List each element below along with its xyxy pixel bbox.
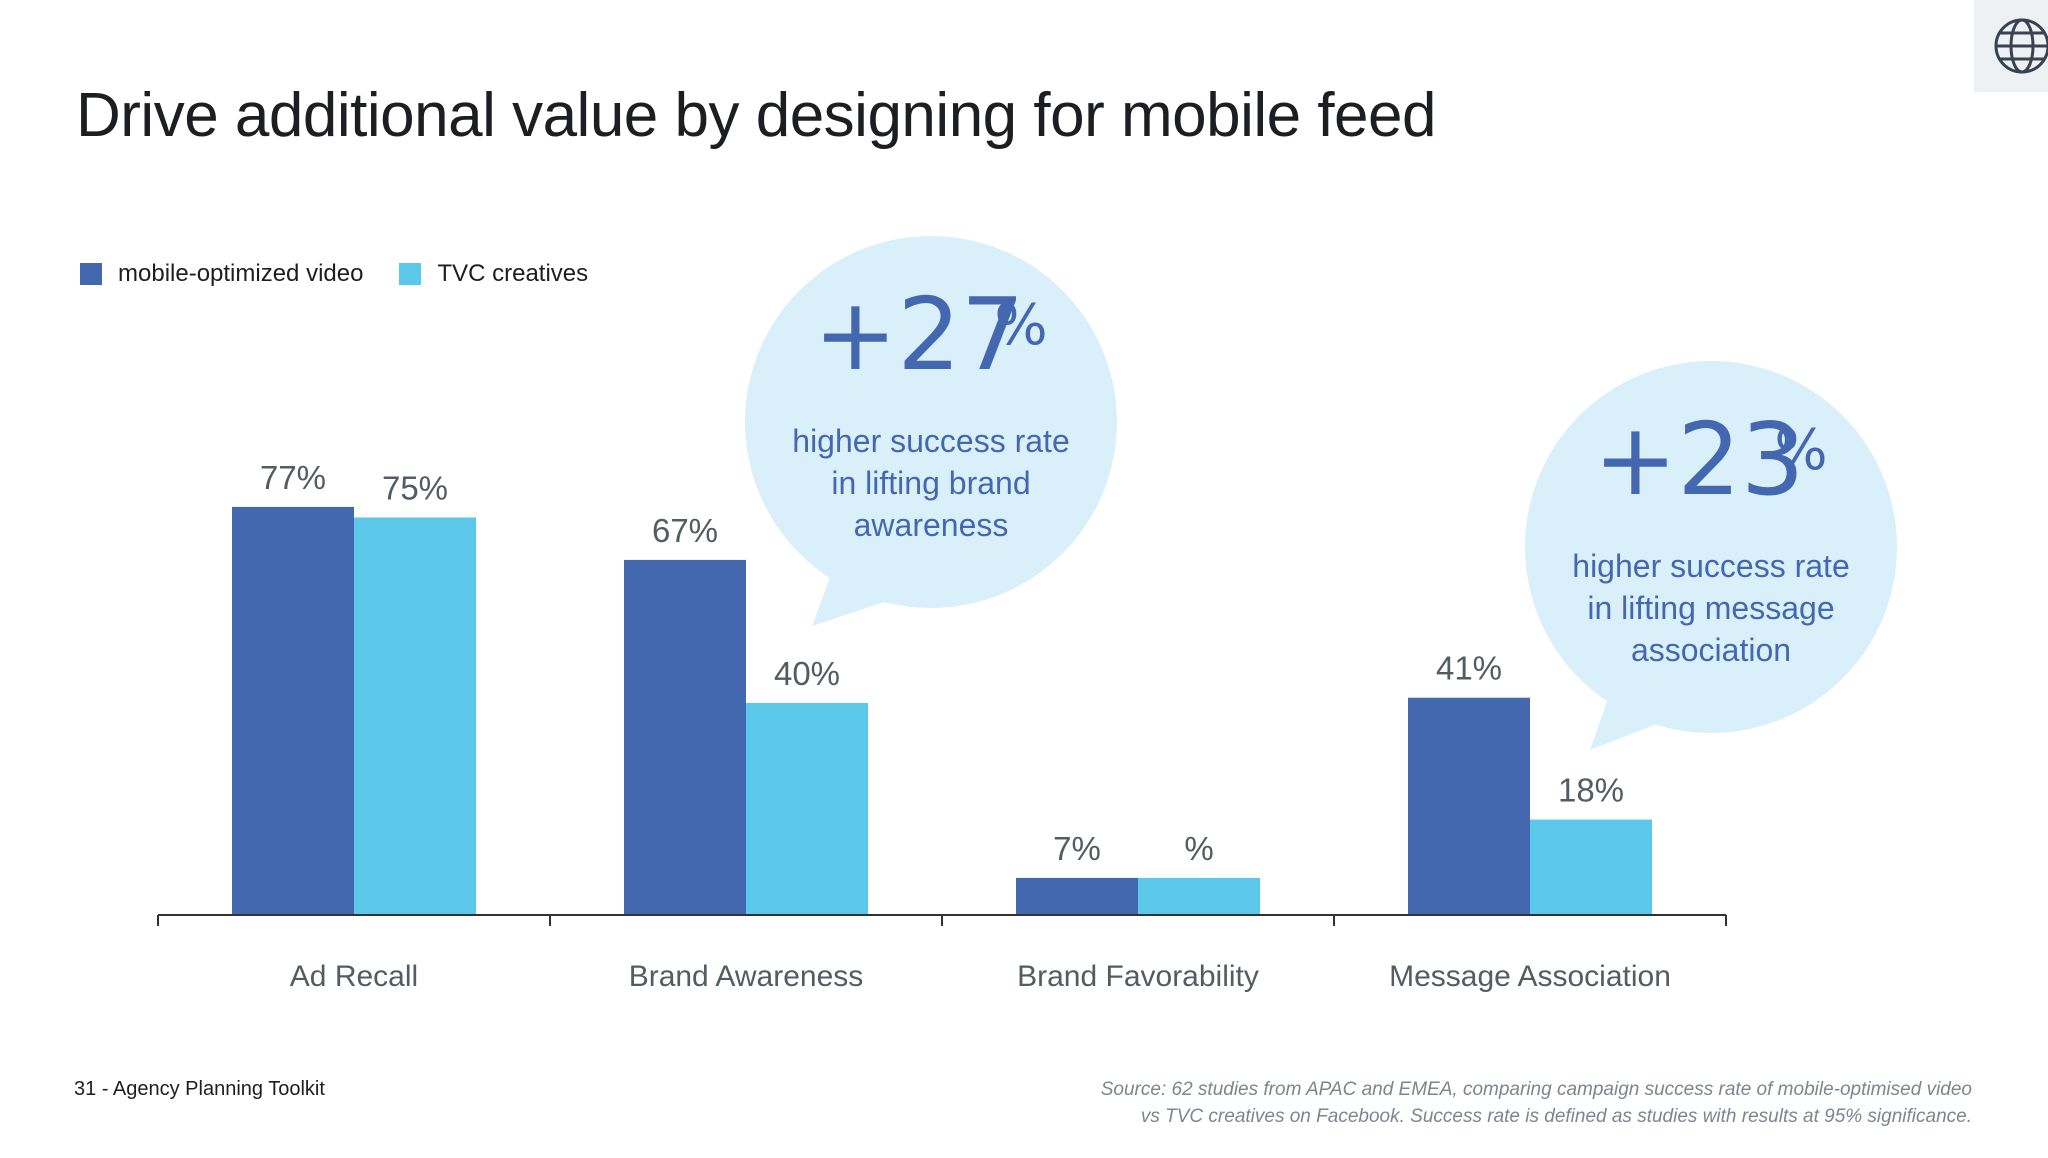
bar (1530, 819, 1652, 915)
bar (1138, 877, 1260, 915)
legend-swatch-mobile (80, 263, 102, 285)
category-label: Message Association (1389, 960, 1671, 993)
bar-value-label: 77% (260, 459, 326, 496)
globe-button[interactable] (1974, 0, 2048, 92)
globe-icon (1994, 18, 2048, 74)
callout-text-line: awareness (854, 507, 1009, 543)
callout-percent: % (994, 293, 1047, 358)
callout-text-line: association (1631, 632, 1791, 668)
legend-label-mobile: mobile-optimized video (118, 260, 364, 287)
bar-value-label: 41% (1436, 650, 1502, 687)
bar-value-label: 40% (774, 655, 840, 692)
legend-item-tvc: TVC creatives (399, 260, 588, 288)
footer-page-label: 31 - Agency Planning Toolkit (74, 1078, 325, 1100)
legend-item-mobile: mobile-optimized video (80, 260, 363, 288)
bar-value-label: 75% (382, 470, 448, 507)
category-label: Brand Favorability (1017, 960, 1259, 993)
bar (624, 559, 746, 915)
bar (1408, 697, 1530, 915)
bar (354, 517, 476, 915)
callout-bubble (745, 236, 1117, 608)
bar (232, 506, 354, 915)
bar-value-label: % (1184, 830, 1213, 867)
callout-text-line: in lifting message (1587, 590, 1834, 626)
callout-tail (1590, 670, 1680, 750)
chart-legend: mobile-optimized video TVC creatives (80, 260, 624, 288)
legend-swatch-tvc (399, 263, 422, 285)
callout-value: +23 (1593, 401, 1804, 518)
legend-label-tvc: TVC creatives (437, 260, 589, 287)
bar-value-label: 7% (1053, 830, 1101, 867)
callout-text-line: higher success rate (1572, 548, 1849, 584)
footer-source: Source: 62 studies from APAC and EMEA, c… (972, 1076, 1972, 1130)
category-label: Ad Recall (290, 960, 418, 993)
source-line-1: Source: 62 studies from APAC and EMEA, c… (1100, 1079, 1972, 1100)
callout-text-line: in lifting brand (831, 465, 1030, 501)
bar (746, 703, 868, 915)
callout-bubble (1525, 361, 1897, 733)
bar-value-label: 18% (1558, 772, 1624, 809)
callout-tail (812, 545, 905, 626)
page-title: Drive additional value by designing for … (76, 81, 1437, 150)
callout-percent: % (1774, 418, 1827, 483)
bar (1016, 877, 1138, 915)
callout-value: +27 (813, 276, 1024, 393)
category-label: Brand Awareness (629, 960, 864, 993)
source-line-2: vs TVC creatives on Facebook. Success ra… (1140, 1106, 1972, 1127)
bar-value-label: 67% (652, 512, 718, 549)
callout-text-line: higher success rate (792, 423, 1069, 459)
